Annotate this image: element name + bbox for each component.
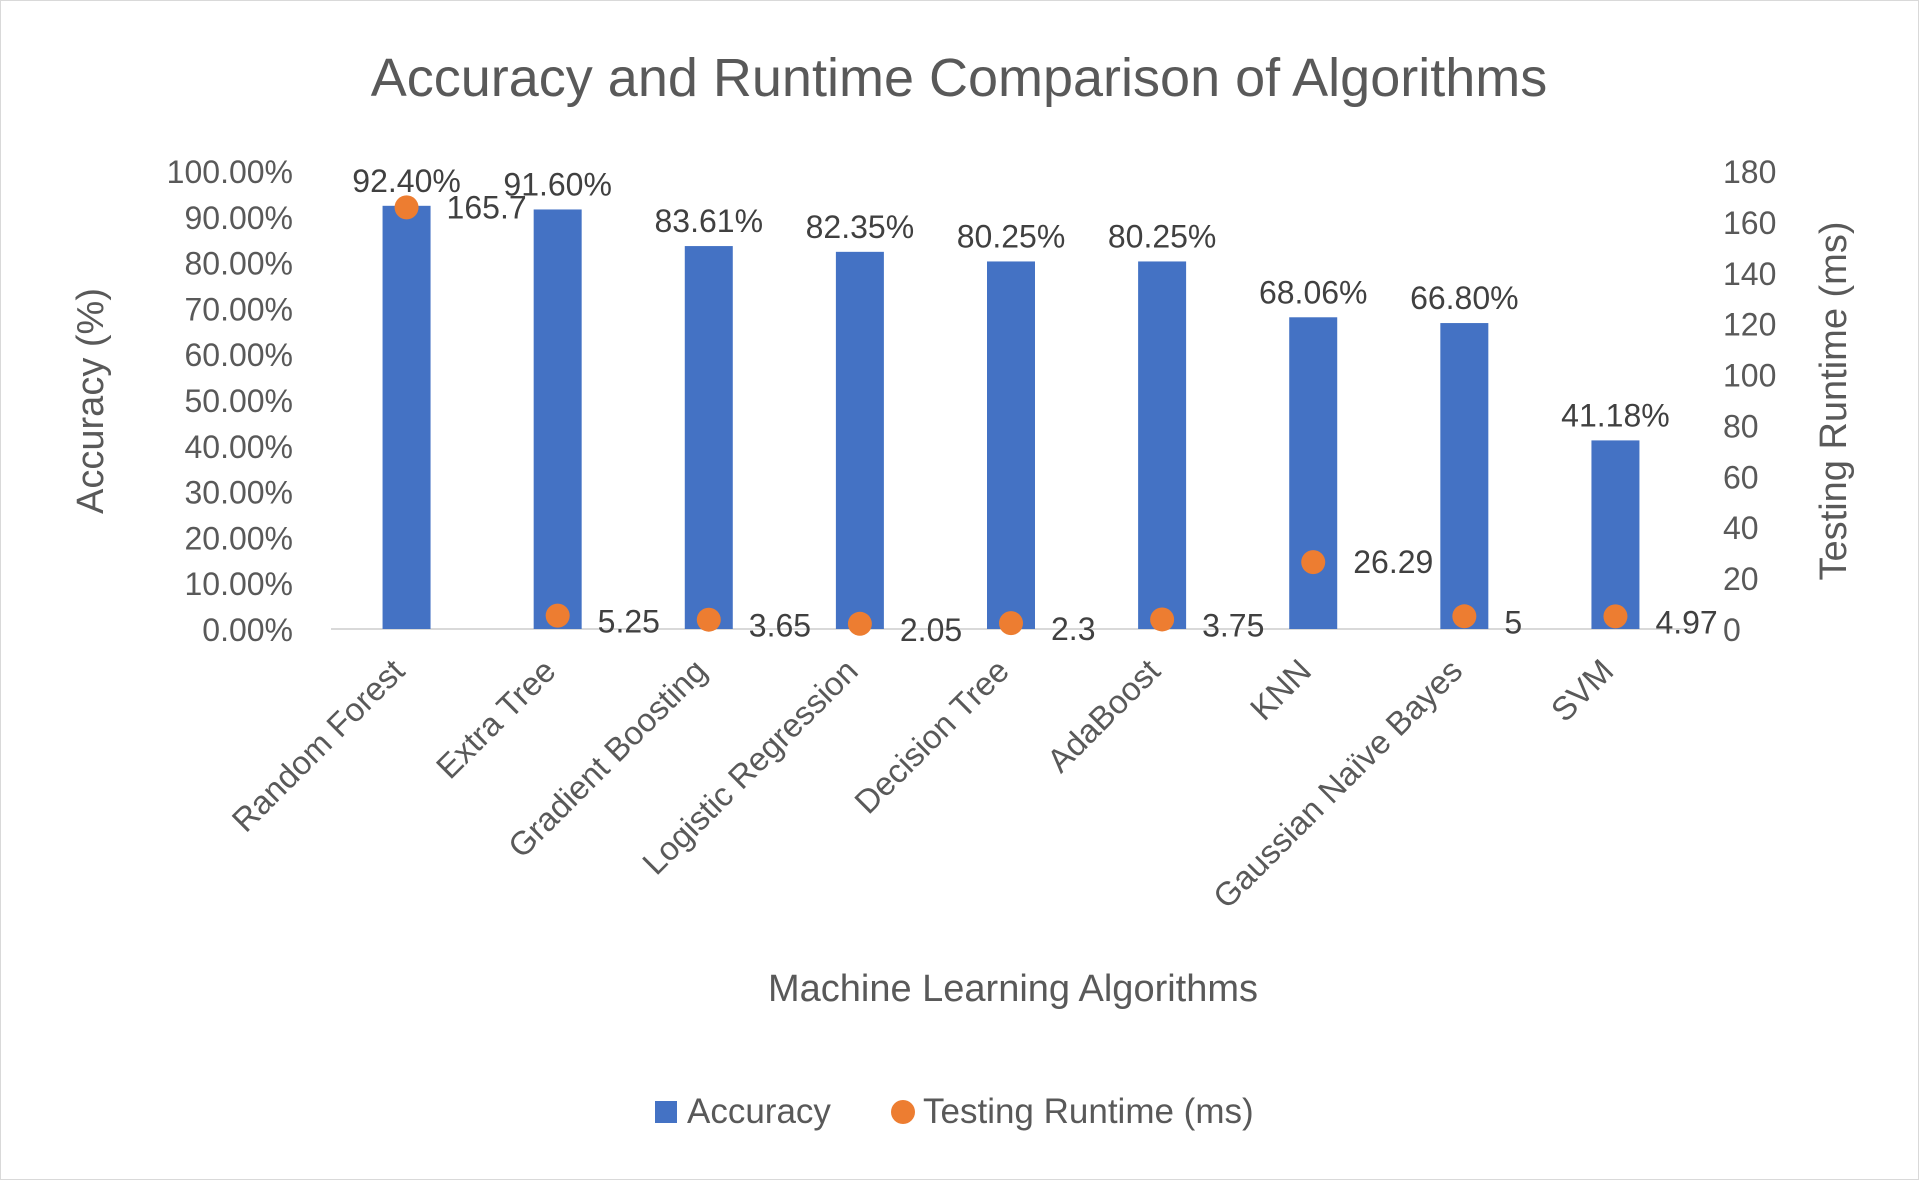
- legend-accuracy-label: Accuracy: [687, 1092, 831, 1131]
- y-tick-label: 70.00%: [184, 291, 293, 327]
- y2-tick-label: 80: [1723, 408, 1759, 444]
- y2-tick-label: 0: [1723, 612, 1741, 648]
- runtime-marker: [847, 611, 872, 636]
- runtime-data-label: 3.75: [1202, 607, 1264, 643]
- runtime-marker: [1301, 550, 1326, 575]
- accuracy-bar: [382, 205, 431, 630]
- runtime-data-label: 5: [1504, 604, 1522, 640]
- y-tick-label: 90.00%: [184, 200, 293, 236]
- accuracy-data-label: 68.06%: [1259, 274, 1368, 310]
- x-axis-title: Machine Learning Algorithms: [768, 968, 1258, 1010]
- legend: Accuracy Testing Runtime (ms): [655, 1092, 1254, 1131]
- y-tick-label: 60.00%: [184, 337, 293, 373]
- chart-title: Accuracy and Runtime Comparison of Algor…: [371, 48, 1548, 108]
- runtime-marker: [1603, 604, 1628, 629]
- accuracy-data-label: 83.61%: [655, 203, 764, 239]
- y2-tick-label: 140: [1723, 256, 1776, 292]
- y-tick-label: 0.00%: [202, 612, 293, 648]
- y2-tick-label: 60: [1723, 459, 1759, 495]
- accuracy-bar: [684, 246, 733, 629]
- y-tick-label: 30.00%: [184, 475, 293, 511]
- y2-tick-label: 160: [1723, 205, 1776, 241]
- runtime-data-label: 4.97: [1655, 604, 1717, 640]
- runtime-data-label: 2.3: [1051, 611, 1095, 647]
- x-tick-label: KNN: [1243, 652, 1318, 727]
- y-tick-label: 10.00%: [184, 566, 293, 602]
- accuracy-data-label: 82.35%: [806, 209, 915, 245]
- accuracy-data-label: 41.18%: [1561, 397, 1670, 433]
- x-tick-label: Extra Tree: [429, 652, 563, 786]
- legend-runtime-label: Testing Runtime (ms): [923, 1092, 1254, 1131]
- y-tick-label: 100.00%: [167, 154, 293, 190]
- accuracy-bar: [987, 261, 1035, 629]
- accuracy-bar: [1289, 317, 1338, 629]
- runtime-data-label: 3.65: [749, 608, 811, 644]
- x-tick-label: Random Forest: [225, 652, 412, 839]
- runtime-marker: [545, 603, 570, 628]
- runtime-data-label: 2.05: [900, 612, 962, 648]
- y-tick-label: 20.00%: [184, 520, 293, 556]
- x-tick-label: AdaBoost: [1040, 652, 1167, 779]
- x-tick-label: SVM: [1544, 652, 1621, 729]
- runtime-data-label: 5.25: [598, 604, 660, 640]
- legend-accuracy-swatch: [655, 1101, 677, 1123]
- accuracy-data-label: 91.60%: [503, 166, 612, 202]
- y2-axis-title: Testing Runtime (ms): [1813, 222, 1855, 581]
- accuracy-data-label: 92.40%: [352, 163, 461, 199]
- accuracy-bar: [1138, 261, 1187, 629]
- runtime-marker: [394, 195, 419, 220]
- accuracy-data-label: 66.80%: [1410, 280, 1519, 316]
- y2-tick-label: 40: [1723, 510, 1759, 546]
- y-tick-label: 80.00%: [184, 246, 293, 282]
- runtime-data-label: 165.7: [447, 189, 527, 225]
- y-axis-title: Accuracy (%): [70, 288, 112, 514]
- accuracy-data-label: 80.25%: [957, 218, 1066, 254]
- y2-tick-label: 120: [1723, 307, 1776, 343]
- y2-tick-label: 20: [1723, 561, 1759, 597]
- y-tick-label: 40.00%: [184, 429, 293, 465]
- x-tick-label: Gaussian Naïve Bayes: [1206, 652, 1470, 916]
- y2-tick-label: 180: [1723, 154, 1776, 190]
- accuracy-bar: [835, 251, 884, 629]
- x-tick-label: Decision Tree: [847, 652, 1016, 821]
- accuracy-bar: [1440, 323, 1489, 629]
- runtime-marker: [1150, 607, 1175, 632]
- runtime-data-label: 26.29: [1353, 544, 1433, 580]
- accuracy-bar: [1591, 440, 1640, 629]
- plot-area: 0.00% 10.00% 20.00% 30.00% 40.00% 50.00% 60.00…: [167, 154, 1777, 915]
- y-tick-label: 50.00%: [184, 383, 293, 419]
- y2-tick-label: 100: [1723, 358, 1776, 394]
- legend-runtime-marker: [891, 1100, 915, 1124]
- accuracy-data-label: 80.25%: [1108, 218, 1217, 254]
- accuracy-bar: [533, 209, 582, 630]
- runtime-marker: [999, 611, 1023, 636]
- runtime-marker: [696, 607, 721, 632]
- runtime-marker: [1452, 604, 1477, 629]
